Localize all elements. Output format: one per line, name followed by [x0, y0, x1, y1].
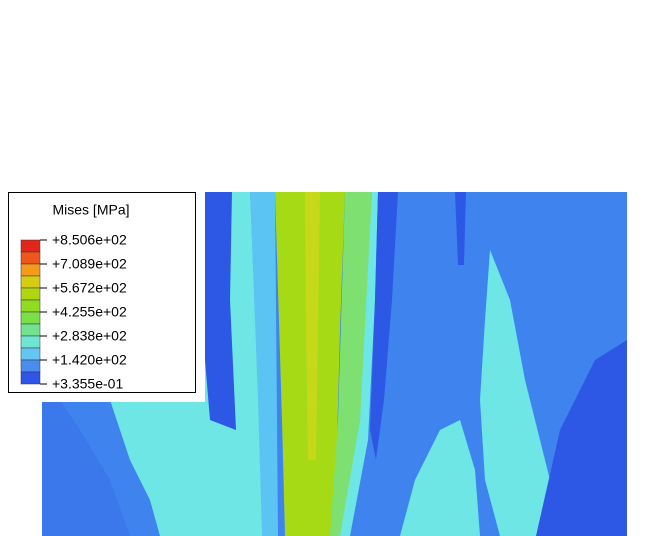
contour-band [370, 192, 398, 460]
legend-swatch [20, 287, 41, 301]
contour-band [536, 340, 627, 536]
legend-swatch [20, 335, 41, 349]
legend-label: +2.838e+02 [52, 328, 127, 344]
legend-swatch [20, 275, 41, 289]
legend-swatch [20, 323, 41, 337]
legend-swatch [20, 359, 41, 373]
contour-band [330, 192, 372, 536]
contour-band [205, 192, 236, 430]
legend-swatch [20, 347, 41, 361]
legend: Mises [MPa] +8.506e+02 +7.089e+02 +5.672e+… [8, 192, 196, 393]
legend-label: +8.506e+02 [52, 232, 127, 248]
legend-swatch [20, 239, 41, 253]
legend-title: Mises [MPa] [52, 202, 129, 218]
legend-label: +5.672e+02 [52, 280, 127, 296]
legend-label: +7.089e+02 [52, 256, 127, 272]
legend-swatch [20, 263, 41, 277]
contour-band [400, 420, 480, 536]
legend-label: +1.420e+02 [52, 352, 127, 368]
contour-band [455, 192, 466, 265]
contour-band [340, 192, 378, 536]
legend-swatches [20, 239, 41, 385]
legend-label: +4.255e+02 [52, 304, 127, 320]
contour-band [305, 192, 320, 460]
legend-swatch [20, 311, 41, 325]
contour-band [250, 192, 278, 536]
legend-swatch [20, 251, 41, 265]
legend-swatch [20, 299, 41, 313]
legend-label: +3.355e-01 [52, 376, 123, 392]
contour-band [42, 400, 130, 536]
legend-labels: +8.506e+02 +7.089e+02 +5.672e+02 +4.255e+02… [40, 232, 127, 392]
legend-swatch [20, 371, 41, 385]
contour-plot [42, 192, 627, 536]
contour-band [480, 250, 560, 536]
